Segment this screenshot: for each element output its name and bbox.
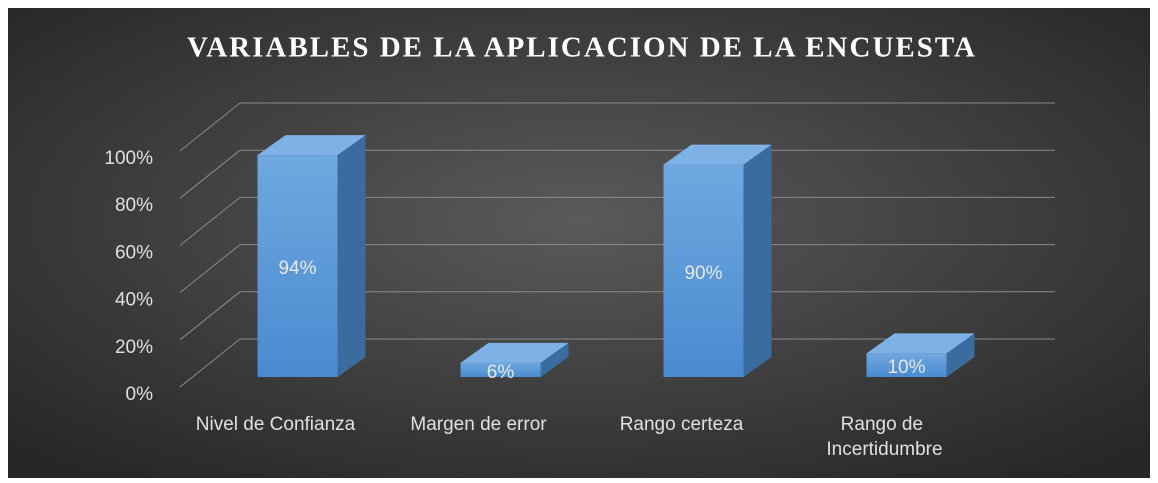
value-label: 6%	[487, 362, 515, 383]
y-tick-label: 40%	[115, 290, 153, 311]
y-tick-label: 20%	[115, 337, 153, 358]
grid-line-depth	[179, 338, 241, 388]
bar-top	[460, 342, 569, 363]
grid-line-depth	[179, 197, 241, 246]
bar	[257, 155, 338, 377]
bar-top	[866, 333, 975, 354]
grid-line-depth	[179, 244, 241, 293]
bar-side	[337, 135, 366, 377]
y-tick-label: 100%	[104, 148, 153, 169]
bar	[460, 362, 541, 377]
bar-top	[663, 144, 772, 165]
grid-line-depth	[179, 291, 241, 341]
y-tick-label: 0%	[126, 384, 154, 405]
chart-background	[8, 8, 1150, 478]
x-tick-label: Margen de error	[410, 414, 547, 435]
grid-line-depth	[179, 102, 241, 152]
chart-title: VARIABLES DE LA APLICACION DE LA ENCUEST…	[187, 32, 977, 64]
value-label: 10%	[887, 357, 925, 378]
value-label: 90%	[684, 263, 722, 284]
y-tick-label: 80%	[115, 195, 153, 216]
x-tick-label: Rango de Incertidumbre	[826, 414, 942, 460]
y-tick-label: 60%	[115, 242, 153, 263]
bar-side	[743, 144, 772, 377]
x-tick-label: Nivel de Confianza	[196, 414, 356, 435]
bar	[663, 164, 744, 377]
bar	[866, 353, 947, 377]
bar-side	[540, 342, 569, 377]
grid-line-depth	[179, 149, 241, 199]
bar-side	[946, 333, 975, 377]
value-label: 94%	[278, 258, 316, 279]
x-tick-label: Rango certeza	[620, 414, 744, 435]
bar-top	[257, 135, 366, 156]
